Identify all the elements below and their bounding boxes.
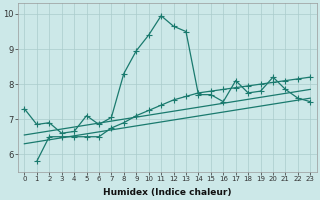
X-axis label: Humidex (Indice chaleur): Humidex (Indice chaleur) xyxy=(103,188,232,197)
